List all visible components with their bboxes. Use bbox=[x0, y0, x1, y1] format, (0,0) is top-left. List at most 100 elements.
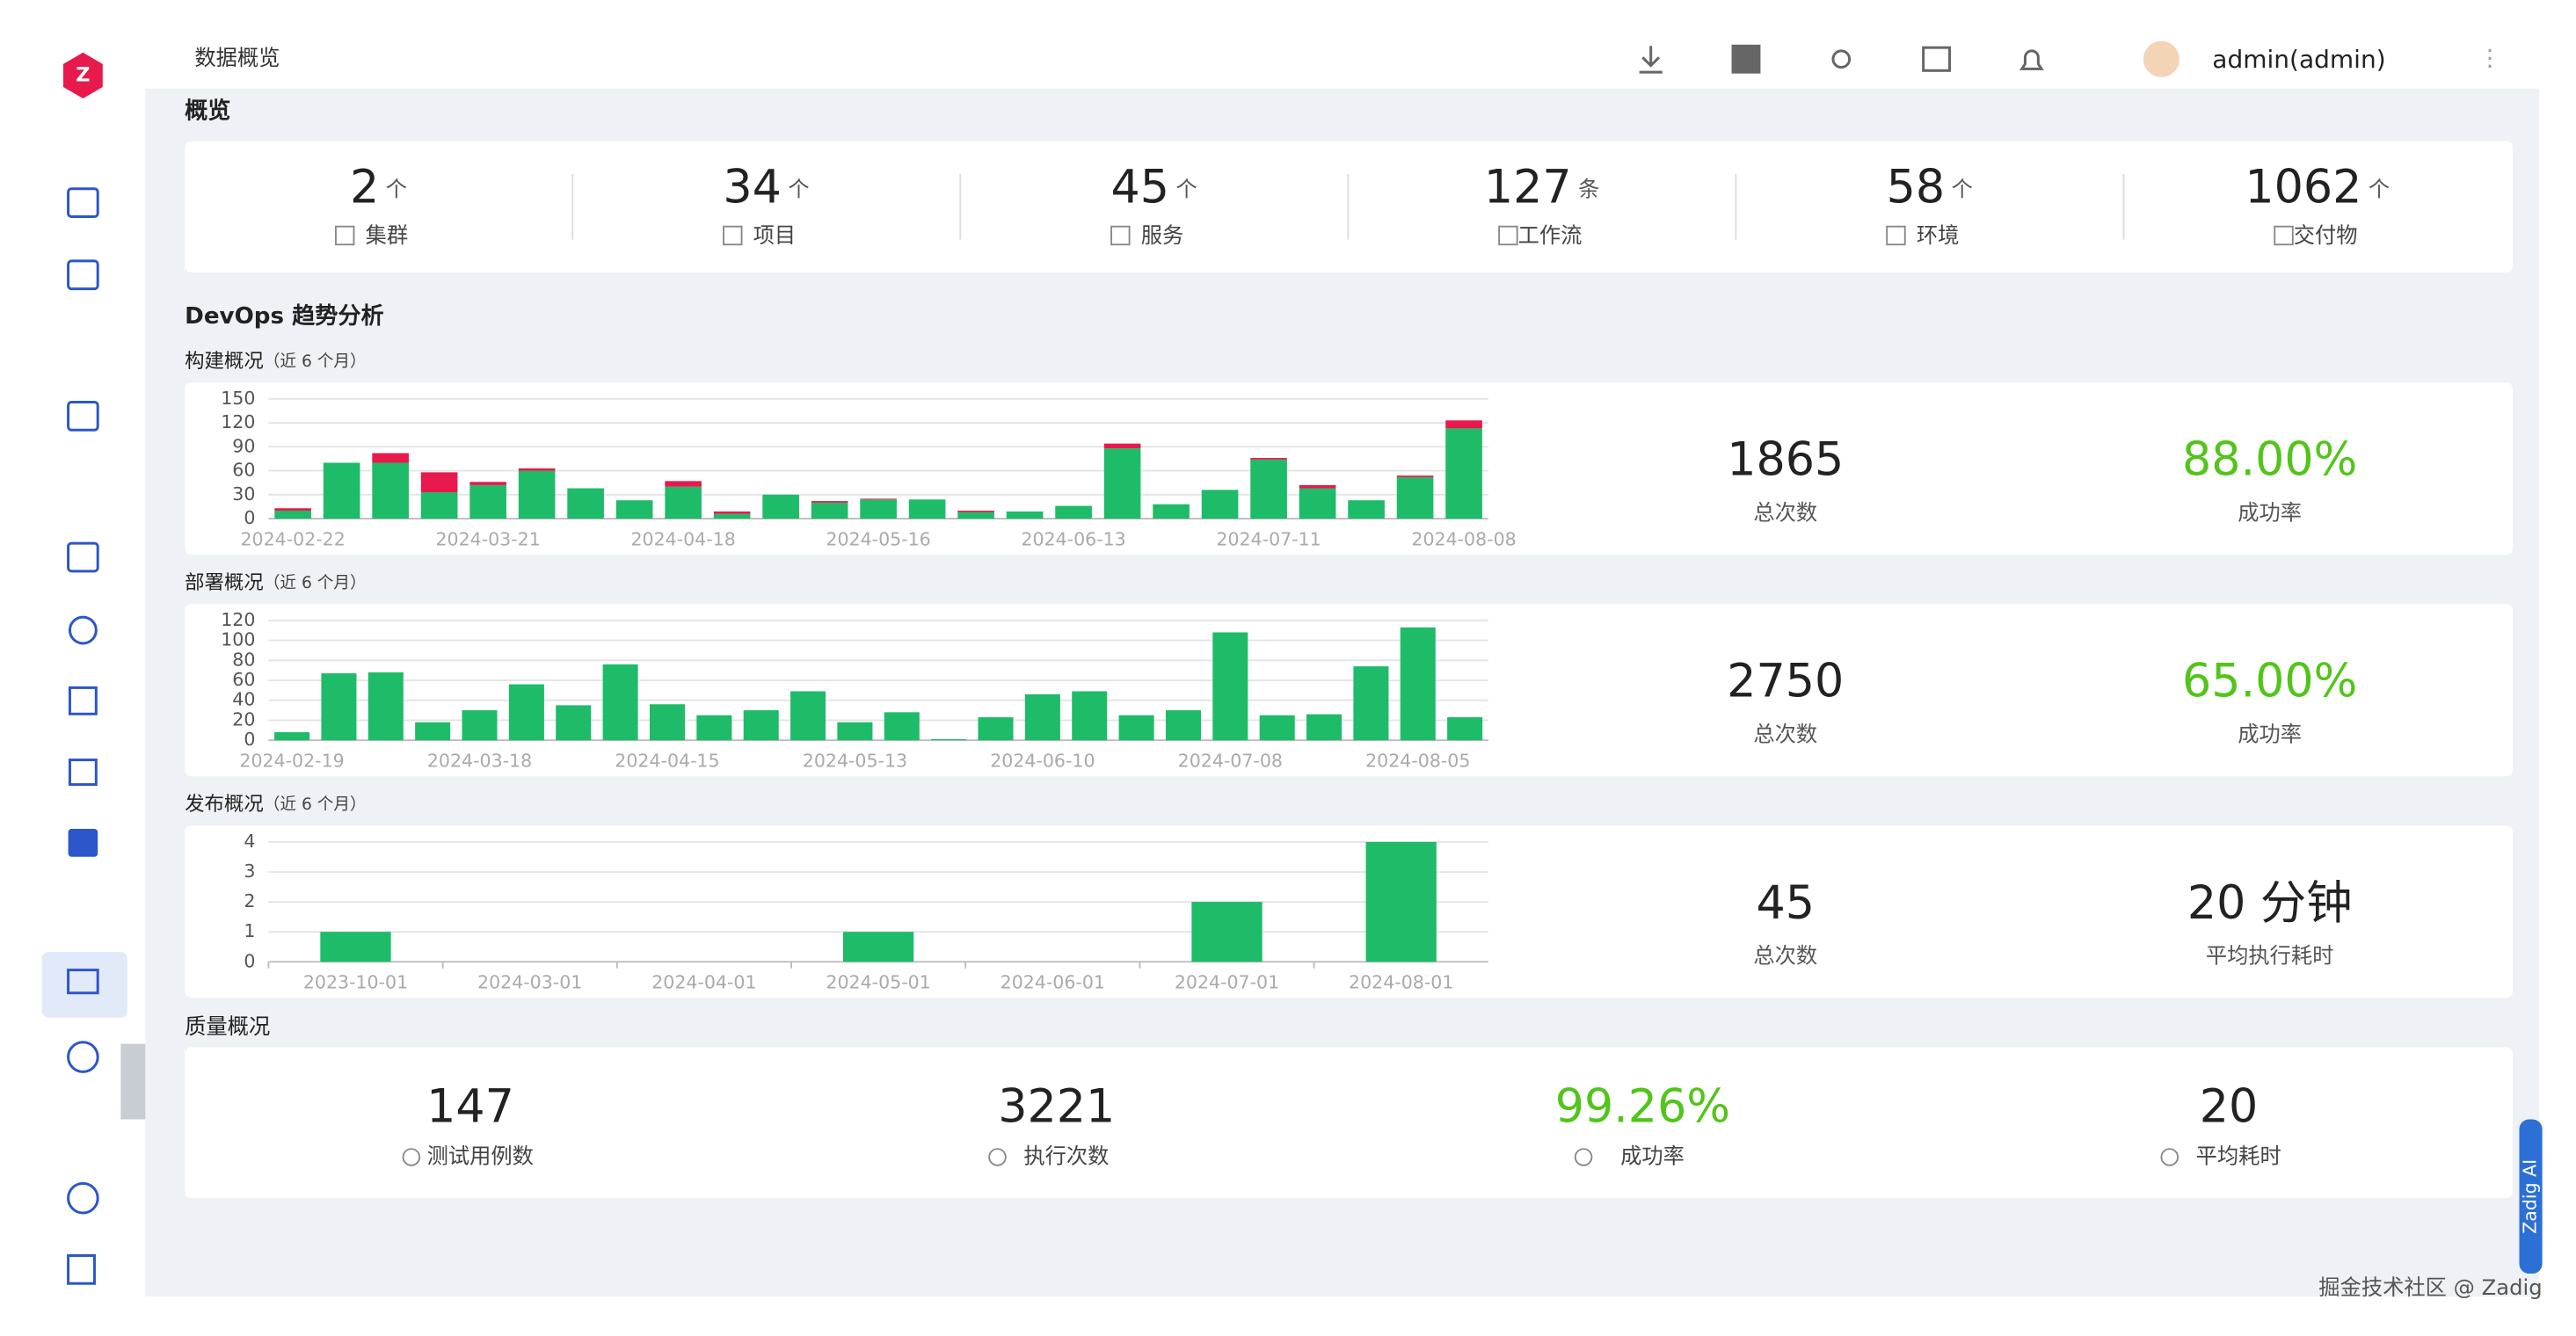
more-menu[interactable]: ⋮ bbox=[2478, 46, 2501, 72]
cluster-icon[interactable] bbox=[1831, 49, 1852, 69]
panel-name: 发布概况 bbox=[185, 792, 264, 815]
bar bbox=[1396, 476, 1434, 519]
bar bbox=[518, 470, 556, 519]
y-tick-label: 20 bbox=[232, 708, 255, 730]
bar bbox=[1353, 666, 1389, 741]
y-tick-label: 0 bbox=[244, 507, 255, 528]
translate-icon[interactable] bbox=[1731, 44, 1761, 74]
top-icons bbox=[1639, 44, 2044, 74]
stat-number: 1062 bbox=[2245, 161, 2361, 214]
quality-icon bbox=[988, 1148, 1007, 1166]
panel-title: 部署概况（近 6 个月） bbox=[185, 570, 367, 593]
bar bbox=[957, 512, 994, 519]
ai-tab-label[interactable]: Zadig AI bbox=[2520, 1159, 2541, 1234]
stat-label: 项目 bbox=[753, 222, 797, 248]
bar bbox=[508, 684, 544, 741]
stat-label: 工作流 bbox=[1518, 222, 1583, 248]
bar bbox=[1103, 443, 1141, 449]
y-tick-label: 4 bbox=[244, 831, 255, 852]
nav-icon[interactable] bbox=[68, 615, 98, 645]
nav-icon[interactable] bbox=[67, 1254, 96, 1285]
nav-icon[interactable] bbox=[67, 969, 99, 995]
avatar[interactable] bbox=[2143, 40, 2179, 77]
x-tick-label: 2024-08-08 bbox=[1411, 528, 1516, 549]
nav-icon[interactable] bbox=[68, 759, 98, 787]
bar bbox=[811, 502, 848, 519]
y-tick-label: 0 bbox=[244, 950, 255, 971]
quality-value: 3221 bbox=[998, 1079, 1115, 1133]
stat-value: 127 条 bbox=[1484, 161, 1600, 214]
bar bbox=[713, 511, 751, 514]
bar bbox=[1259, 715, 1295, 741]
panel-name: 部署概况 bbox=[185, 570, 264, 593]
bar bbox=[884, 712, 920, 741]
bar bbox=[811, 501, 848, 503]
sidebar-toggle[interactable] bbox=[120, 1043, 146, 1120]
panel-stat-label: 成功率 bbox=[2238, 499, 2302, 525]
bar bbox=[323, 462, 360, 519]
panel-stat-value: 65.00% bbox=[2182, 655, 2357, 708]
logo[interactable] bbox=[62, 52, 103, 99]
panel-stat-label: 总次数 bbox=[1753, 943, 1817, 969]
nav-icon[interactable] bbox=[67, 401, 99, 432]
panel-title: 构建概况（近 6 个月） bbox=[185, 349, 367, 372]
bell-icon[interactable] bbox=[2019, 49, 2044, 70]
bar bbox=[1072, 691, 1108, 741]
bar bbox=[842, 932, 914, 962]
download-icon[interactable] bbox=[1639, 46, 1663, 74]
bar bbox=[372, 462, 409, 519]
section-title: 质量概况 bbox=[185, 1013, 270, 1039]
panel-stat-value: 1865 bbox=[1727, 433, 1844, 487]
stat-unit: 个 bbox=[386, 177, 407, 202]
bar bbox=[567, 488, 604, 519]
stat-icon bbox=[723, 225, 743, 246]
stat-value: 1062 个 bbox=[2245, 161, 2390, 214]
stat-icon bbox=[2274, 225, 2294, 246]
bar bbox=[665, 486, 702, 519]
ai-tab[interactable] bbox=[2519, 1119, 2543, 1274]
user-name[interactable]: admin(admin) bbox=[2212, 45, 2385, 74]
nav-icon[interactable] bbox=[67, 541, 99, 573]
nav-icons bbox=[41, 187, 146, 1285]
quality-icon bbox=[2160, 1148, 2179, 1166]
nav-icon[interactable] bbox=[67, 259, 99, 291]
y-tick-label: 90 bbox=[232, 435, 255, 456]
bar bbox=[1201, 490, 1239, 519]
bar bbox=[1250, 458, 1287, 460]
x-tick-label: 2024-05-16 bbox=[826, 528, 930, 549]
nav-icon[interactable] bbox=[67, 187, 99, 218]
bar bbox=[762, 494, 799, 519]
nav-active[interactable] bbox=[41, 952, 127, 1018]
bar bbox=[696, 715, 732, 741]
x-tick-label: 2024-06-13 bbox=[1021, 528, 1125, 549]
stat-icon bbox=[335, 225, 355, 246]
x-tick-label: 2024-07-01 bbox=[1175, 972, 1279, 993]
bar bbox=[1299, 484, 1336, 489]
nav-icon[interactable] bbox=[68, 686, 98, 715]
bar bbox=[665, 481, 702, 487]
bar bbox=[602, 664, 638, 741]
nav-icon[interactable] bbox=[67, 1181, 99, 1215]
stat-unit: 个 bbox=[1952, 177, 1973, 202]
bar bbox=[1055, 505, 1092, 519]
panel-name: 构建概况 bbox=[185, 349, 264, 372]
bar bbox=[1365, 841, 1437, 962]
stat-unit: 个 bbox=[788, 177, 809, 202]
nav-icon[interactable] bbox=[67, 1041, 99, 1073]
y-tick-label: 0 bbox=[244, 729, 255, 750]
quality-value: 20 bbox=[2200, 1079, 2259, 1133]
stat-number: 127 bbox=[1484, 161, 1572, 214]
quality-label: 成功率 bbox=[1620, 1143, 1685, 1168]
x-tick-label: 2024-03-21 bbox=[435, 528, 540, 549]
y-tick-label: 120 bbox=[221, 609, 255, 630]
stat-unit: 条 bbox=[1578, 177, 1599, 202]
bar bbox=[1306, 714, 1343, 741]
bar bbox=[556, 705, 592, 741]
bar bbox=[743, 710, 779, 741]
x-tick-label: 2024-05-01 bbox=[826, 972, 930, 993]
x-tick-label: 2024-06-10 bbox=[990, 750, 1095, 771]
docs-icon[interactable] bbox=[1922, 46, 1952, 72]
y-tick-label: 60 bbox=[232, 669, 255, 690]
nav-icon[interactable] bbox=[68, 828, 98, 857]
